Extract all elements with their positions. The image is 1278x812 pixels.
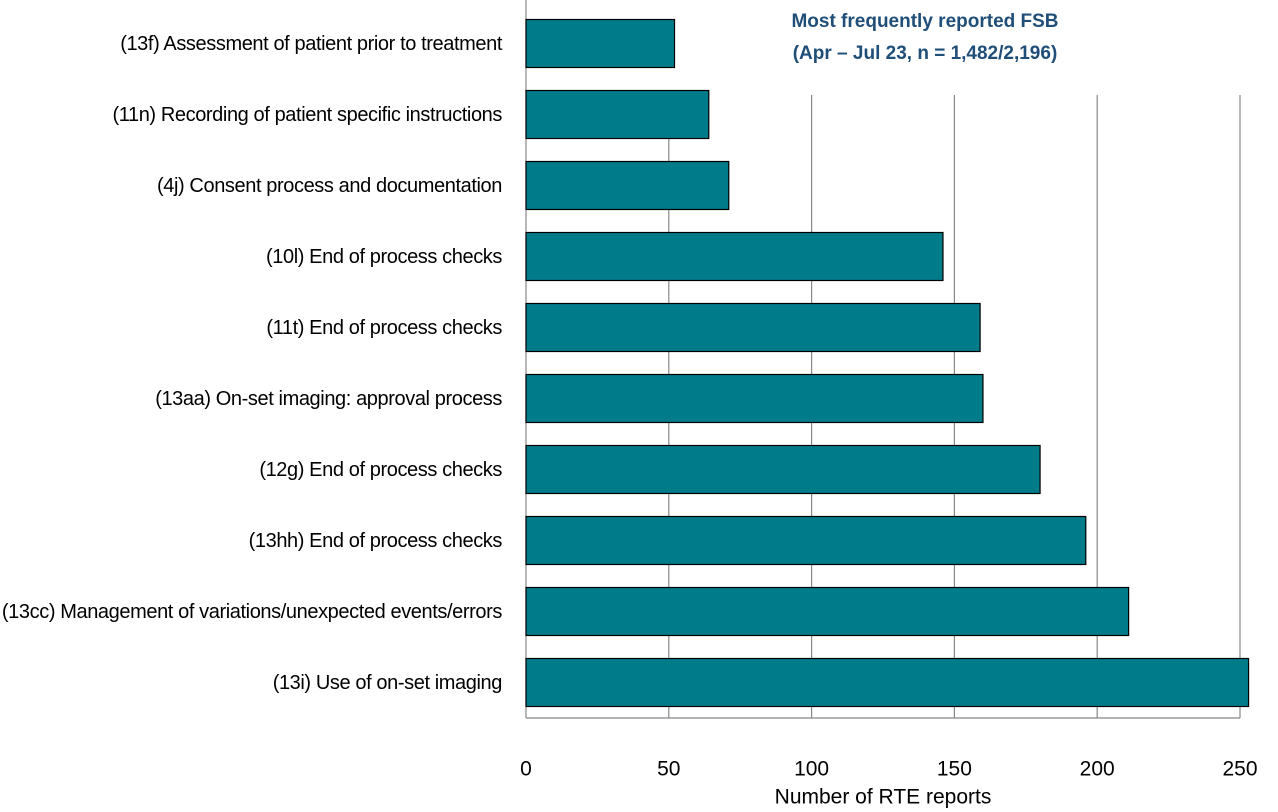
y-tick-label: (11t) End of process checks	[266, 316, 502, 339]
y-tick-label: (12g) End of process checks	[259, 458, 502, 481]
chart-title: Most frequently reported FSB	[791, 11, 1058, 32]
bar	[525, 302, 981, 353]
x-tick-label: 50	[657, 758, 680, 781]
x-tick-label: 200	[1080, 758, 1115, 781]
x-axis-label: Number of RTE reports	[775, 786, 992, 809]
bar	[525, 657, 1250, 708]
y-tick-label: (13i) Use of on-set imaging	[272, 671, 503, 694]
x-tick-label: 150	[937, 758, 972, 781]
bar	[525, 373, 984, 424]
y-tick-label: (13aa) On-set imaging: approval process	[155, 387, 502, 410]
bar	[525, 586, 1130, 637]
x-tick-label: 0	[520, 758, 532, 781]
y-tick-label: (13hh) End of process checks	[248, 529, 503, 552]
bar	[525, 444, 1041, 495]
bar	[525, 231, 944, 282]
bar	[525, 18, 676, 69]
y-tick-label: (13f) Assessment of patient prior to tre…	[120, 32, 502, 55]
bar	[525, 160, 730, 211]
y-tick-label: (10l) End of process checks	[266, 245, 502, 268]
y-tick-label: (4j) Consent process and documentation	[156, 174, 502, 197]
y-tick-label: (11n) Recording of patient specific inst…	[112, 103, 502, 126]
y-tick-label: (13cc) Management of variations/unexpect…	[1, 600, 502, 623]
x-tick-label: 250	[1222, 758, 1257, 781]
chart-subtitle: (Apr – Jul 23, n = 1,482/2,196)	[793, 43, 1058, 64]
bar	[525, 89, 710, 140]
bar	[525, 515, 1087, 566]
x-tick-label: 100	[794, 758, 829, 781]
